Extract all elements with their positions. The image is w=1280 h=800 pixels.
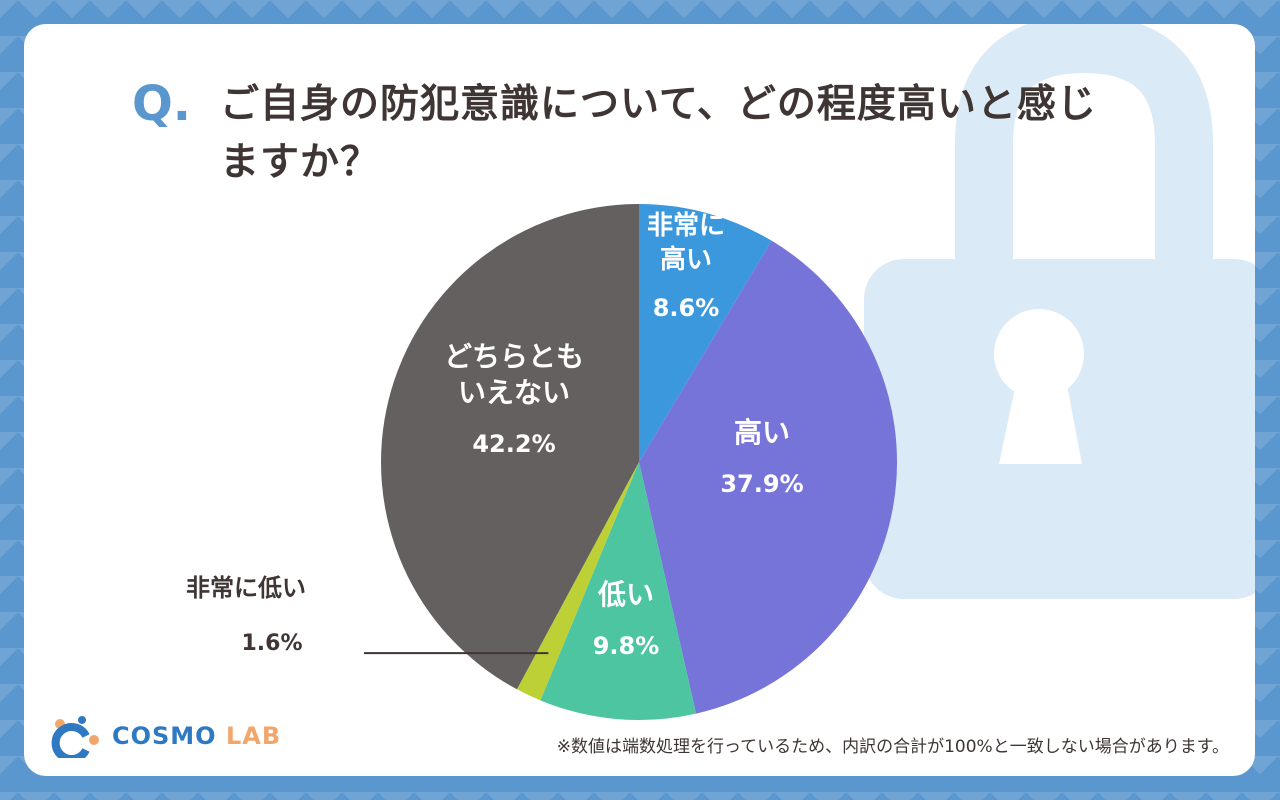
slice-label: 高い 37.9% (720, 416, 803, 498)
footnote: ※数値は端数処理を行っているため、内訳の合計が100%と一致しない場合があります… (556, 737, 1229, 757)
slice-value-label: 8.6% (653, 294, 720, 322)
slice-value-label: 37.9% (720, 470, 803, 498)
question-mark: Q. (132, 76, 192, 132)
pie-slice (516, 462, 639, 701)
card: Q. ご自身の防犯意識について、どの程度高いと感じますか？ 非常に高い 8.6% 高… (24, 24, 1255, 776)
logo-text-cosmo: COSMO (112, 722, 217, 750)
slice-name-label: どちらともいえない (444, 340, 584, 409)
pie-slice (540, 462, 697, 721)
slice-label: 低い 9.8% (593, 578, 660, 660)
slice-label: 非常に低い 1.6% (186, 574, 306, 656)
pie-slice (380, 203, 639, 690)
pie-chart: 非常に高い 8.6% 高い 37.9% 低い 9.8% 非常に低い 1.6% どちらともいえない… (186, 203, 897, 721)
slice-value-label: 42.2% (472, 430, 555, 458)
pie-slice (639, 204, 772, 462)
pie-slice (639, 240, 897, 714)
slice-value-label: 1.6% (241, 631, 302, 656)
question-text: ご自身の防犯意識について、どの程度高いと感じますか？ (220, 82, 1097, 185)
slice-name-label: 高い (734, 416, 790, 449)
slice-name-label: 低い (597, 578, 654, 611)
slice-name-label: 非常に低い (186, 574, 306, 602)
slice-name-label: 非常に高い (647, 211, 725, 275)
logo-text-lab: LAB (225, 722, 282, 750)
slice-label: 非常に高い 8.6% (647, 211, 725, 322)
slice-value-label: 9.8% (593, 632, 660, 660)
question-title: Q. ご自身の防犯意識について、どの程度高いと感じますか？ (132, 76, 1132, 192)
slice-label: どちらともいえない 42.2% (444, 340, 584, 458)
lock-icon (864, 24, 1255, 599)
cosmo-lab-logo: COSMO LAB (48, 714, 281, 758)
logo-icon (51, 716, 99, 758)
